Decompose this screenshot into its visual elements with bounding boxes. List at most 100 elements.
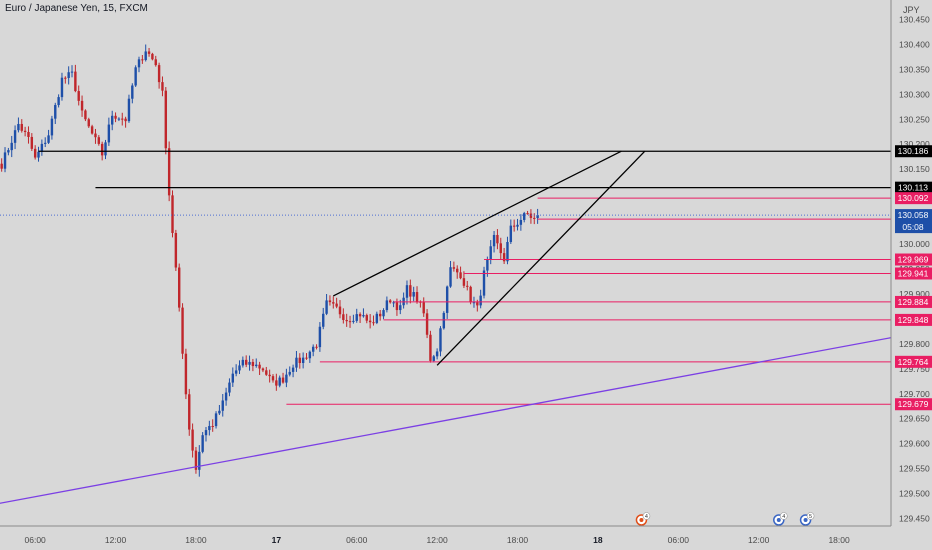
candle-body	[372, 322, 375, 324]
price-label-text: 129.764	[898, 357, 929, 367]
time-tick-label: 12:00	[748, 535, 770, 545]
last-price-text: 130.058	[898, 210, 929, 220]
candle-body	[449, 267, 452, 287]
time-axis[interactable]: 06:00 12:00 18:00 17 06:00 12:00 18:00 18 06:00 1…	[25, 535, 850, 545]
candle	[442, 311, 446, 330]
candle-body	[435, 351, 439, 357]
candle	[57, 94, 60, 108]
candle-body	[301, 357, 305, 364]
candle	[211, 419, 214, 432]
candle-body	[476, 302, 479, 306]
candle	[322, 307, 325, 330]
candle	[47, 129, 50, 144]
price-label-text: 130.113	[898, 183, 928, 193]
candle	[469, 285, 472, 305]
candle-body	[177, 267, 181, 308]
candle-body	[512, 225, 516, 227]
candle	[368, 314, 372, 329]
candle-body	[251, 361, 255, 367]
candle-body	[167, 148, 171, 196]
candle	[251, 358, 255, 372]
candle-body	[201, 435, 204, 452]
event-icon-dot	[803, 518, 808, 522]
candle-body	[315, 346, 318, 348]
candle	[362, 308, 365, 318]
price-label-text: 129.679	[898, 399, 929, 409]
candle-body	[3, 152, 7, 169]
candle-body	[392, 302, 395, 304]
event-markers-layer[interactable]: 4 4 5	[635, 512, 815, 526]
candle-body	[40, 143, 44, 152]
candle-body	[214, 413, 218, 427]
candle-body	[70, 71, 74, 73]
event-marker[interactable]: 4	[773, 512, 788, 526]
candle-body	[20, 123, 23, 131]
candle-body	[184, 353, 188, 395]
candle	[301, 352, 305, 369]
candle	[449, 260, 452, 288]
time-tick-label: 12:00	[105, 535, 127, 545]
candle	[415, 286, 419, 304]
candle-body	[529, 213, 533, 218]
price-label-text: 130.092	[898, 193, 929, 203]
candle-body	[382, 310, 385, 317]
candle-body	[84, 110, 87, 120]
candle-body	[429, 334, 432, 361]
price-tick-label: 129.900	[899, 289, 930, 299]
price-tick-label: 129.750	[899, 364, 930, 374]
candle	[529, 209, 533, 224]
candle	[338, 300, 342, 319]
candle	[378, 309, 382, 321]
event-marker[interactable]: 5	[799, 512, 815, 526]
candle	[70, 65, 74, 78]
candle-body	[328, 300, 332, 303]
candle	[489, 240, 492, 265]
candle	[261, 367, 265, 373]
candle-body	[107, 124, 111, 143]
candle-body	[469, 286, 472, 303]
trendline[interactable]	[436, 150, 646, 366]
candle-body	[231, 373, 235, 383]
candle	[141, 55, 144, 64]
candle-body	[147, 51, 151, 54]
candle-body	[0, 163, 3, 169]
trendline[interactable]	[0, 336, 893, 504]
candle	[90, 124, 94, 135]
trendline[interactable]	[332, 150, 622, 297]
candle-body	[44, 142, 47, 144]
candle-body	[224, 392, 228, 401]
candle-body	[10, 142, 13, 151]
candle-body	[161, 82, 164, 91]
time-tick-label: 06:00	[346, 535, 368, 545]
candle	[157, 62, 161, 89]
candle-body	[275, 380, 278, 386]
candle	[33, 145, 37, 160]
candle	[258, 361, 261, 376]
candle	[335, 297, 338, 309]
candle-body	[318, 326, 322, 348]
candle-body	[516, 224, 519, 227]
candle-body	[171, 195, 174, 233]
candle-body	[60, 77, 64, 98]
time-tick-label: 06:00	[25, 535, 47, 545]
candle	[7, 147, 10, 156]
candle	[355, 308, 358, 323]
candle	[375, 311, 379, 325]
candle-body	[445, 286, 449, 313]
price-tick-label: 130.250	[899, 114, 930, 124]
candle	[409, 279, 412, 304]
candle	[174, 229, 178, 271]
candle	[194, 446, 198, 474]
candle-body	[30, 136, 34, 149]
candle	[492, 230, 496, 253]
candle	[429, 330, 432, 363]
candle-body	[533, 217, 536, 219]
candle	[291, 364, 295, 378]
event-marker[interactable]: 4	[635, 512, 651, 526]
candle	[382, 308, 385, 320]
price-tick-label: 129.500	[899, 489, 930, 499]
candle-body	[17, 123, 20, 131]
price-tick-label: 130.450	[899, 14, 930, 24]
price-label-box	[895, 398, 932, 411]
